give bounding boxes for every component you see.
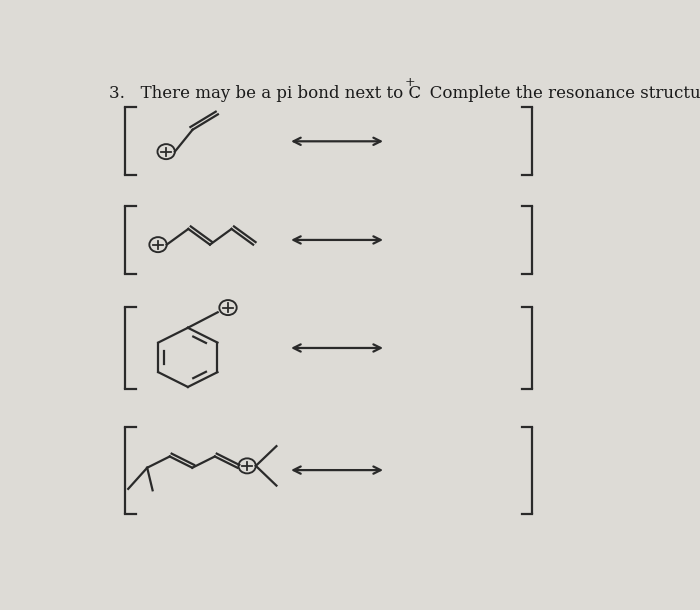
Text: +: + <box>405 76 416 90</box>
Text: 3.   There may be a pi bond next to C: 3. There may be a pi bond next to C <box>109 85 421 102</box>
Text: .  Complete the resonance structures.: . Complete the resonance structures. <box>414 85 700 102</box>
